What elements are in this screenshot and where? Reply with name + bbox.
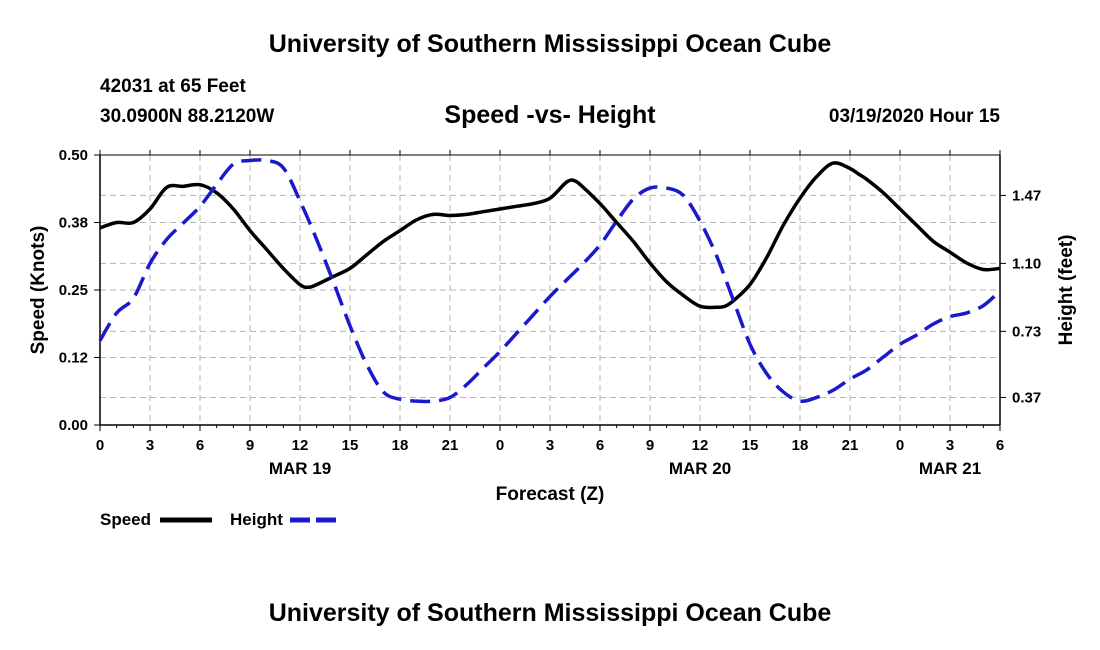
- x-tick-label: 15: [342, 437, 359, 454]
- x-tick-label: 3: [946, 437, 954, 454]
- y2-tick-label: 1.47: [1012, 187, 1041, 204]
- legend-height-label: Height: [230, 510, 283, 529]
- y-axis-label: Speed (Knots): [28, 226, 49, 355]
- chart-title: Speed -vs- Height: [444, 101, 656, 129]
- y-tick-label: 0.12: [59, 350, 88, 367]
- x-tick-label: 3: [546, 437, 554, 454]
- x-tick-label: 0: [496, 437, 504, 454]
- y2-tick-label: 0.73: [1012, 323, 1041, 340]
- date-label: MAR 21: [919, 459, 981, 478]
- forecast-datetime: 03/19/2020 Hour 15: [828, 106, 1000, 127]
- coordinates-label: 30.0900N 88.2120W: [100, 106, 275, 127]
- speed-series-line: [99, 161, 1001, 310]
- legend-speed-label: Speed: [100, 510, 151, 529]
- x-tick-label: 12: [292, 437, 309, 454]
- y2-tick-label: 0.37: [1012, 389, 1041, 406]
- x-tick-label: 0: [96, 437, 104, 454]
- height-series-line: [98, 158, 1002, 404]
- date-label: MAR 19: [269, 459, 331, 478]
- date-label: MAR 20: [669, 459, 731, 478]
- x-tick-label: 0: [896, 437, 904, 454]
- page-title: University of Southern Mississippi Ocean…: [268, 30, 832, 58]
- x-tick-label: 3: [146, 437, 154, 454]
- y-tick-label: 0.25: [59, 282, 88, 299]
- x-tick-label: 6: [596, 437, 604, 454]
- x-tick-label: 9: [246, 437, 254, 454]
- x-tick-label: 6: [196, 437, 204, 454]
- y-tick-label: 0.00: [59, 417, 88, 434]
- y-tick-label: 0.50: [59, 147, 88, 164]
- footer-title: University of Southern Mississippi Ocean…: [268, 599, 832, 627]
- x-tick-label: 9: [646, 437, 654, 454]
- station-label: 42031 at 65 Feet: [100, 76, 246, 97]
- x-tick-label: 18: [792, 437, 809, 454]
- x-tick-label: 12: [692, 437, 709, 454]
- x-axis-label: Forecast (Z): [496, 484, 605, 505]
- x-tick-label: 18: [392, 437, 409, 454]
- x-tick-label: 15: [742, 437, 759, 454]
- x-tick-label: 21: [442, 437, 459, 454]
- y-tick-label: 0.38: [59, 215, 88, 232]
- x-tick-label: 21: [842, 437, 859, 454]
- x-tick-label: 6: [996, 437, 1004, 454]
- y2-tick-label: 1.10: [1012, 255, 1041, 272]
- y2-axis-label: Height (feet): [1056, 235, 1077, 346]
